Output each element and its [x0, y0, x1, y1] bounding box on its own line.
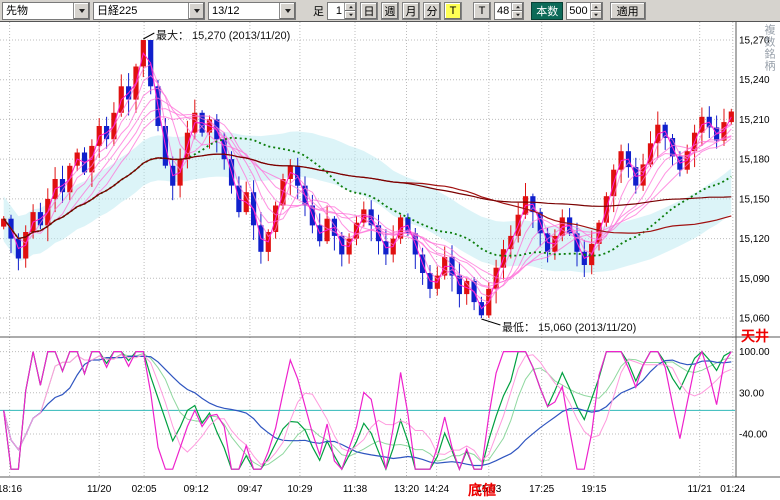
- period-month-button[interactable]: 月: [402, 1, 420, 20]
- svg-text:13:20: 13:20: [394, 484, 419, 495]
- spinner-down-icon[interactable]: [590, 10, 602, 19]
- svg-text:-40.00: -40.00: [739, 430, 768, 441]
- tick-toggle-button[interactable]: T: [444, 1, 462, 20]
- spinner-up-icon[interactable]: [512, 2, 524, 11]
- toolbar: 先物 日経225 13/12 足 1 日 週 月 分 T T 48 本数 500: [0, 0, 780, 22]
- svg-text:10:29: 10:29: [287, 484, 312, 495]
- chevron-down-icon[interactable]: [73, 2, 89, 19]
- svg-text:100.00: 100.00: [739, 347, 770, 358]
- pane-separators: [0, 22, 780, 478]
- svg-text:15,090: 15,090: [739, 274, 770, 285]
- interval-spinner[interactable]: 1: [327, 1, 357, 20]
- svg-text:19:15: 19:15: [581, 484, 606, 495]
- period-minute-button[interactable]: 分: [423, 1, 441, 20]
- svg-text:01:24: 01:24: [720, 484, 745, 495]
- spinner-down-icon[interactable]: [345, 10, 356, 19]
- chart-area[interactable]: 15,270 15,240 15,210 15,180 15,150 15,120 15,0…: [0, 22, 780, 500]
- tick-param-button[interactable]: T: [473, 1, 491, 20]
- spinner-down-icon[interactable]: [512, 10, 524, 19]
- max-price-annotation: 最大： 15,270 (2013/11/20): [156, 30, 291, 42]
- ceiling-annotation: 天井: [741, 328, 769, 344]
- svg-text:15,120: 15,120: [739, 234, 770, 245]
- svg-text:09:12: 09:12: [184, 484, 209, 495]
- price-axis-labels: 15,270 15,240 15,210 15,180 15,150 15,120 15,0…: [739, 36, 770, 325]
- svg-text:14:24: 14:24: [424, 484, 449, 495]
- time-axis-labels: 18:16 11/20 02:05 09:12 09:47 10:29 11:38 13:20…: [0, 484, 746, 495]
- annotation-leader-lines: [143, 32, 501, 326]
- svg-text:09:47: 09:47: [237, 484, 262, 495]
- tick-count-value: 48: [497, 4, 510, 17]
- oscillator-axis-labels: 100.00 30.00 -40.00: [739, 347, 770, 440]
- interval-value: 1: [335, 4, 342, 17]
- period-week-button[interactable]: 週: [381, 1, 399, 20]
- bottom-annotation: 底値: [468, 482, 496, 498]
- svg-text:15,270: 15,270: [739, 36, 770, 47]
- svg-text:15,180: 15,180: [739, 155, 770, 166]
- svg-text:30.00: 30.00: [739, 388, 764, 399]
- spinner-up-icon[interactable]: [345, 2, 356, 11]
- svg-text:17:25: 17:25: [529, 484, 554, 495]
- oscillator-lines: [3, 349, 732, 472]
- grid-layer: [0, 22, 735, 477]
- tick-count-spinner[interactable]: 48: [494, 1, 525, 20]
- ma-ribbon: [3, 52, 732, 310]
- svg-text:15,060: 15,060: [739, 314, 770, 325]
- svg-text:02:05: 02:05: [132, 484, 157, 495]
- contract-month-value: 13/12: [212, 4, 240, 17]
- symbol-select[interactable]: 日経225: [93, 1, 205, 20]
- chevron-down-icon[interactable]: [188, 2, 204, 19]
- instrument-type-value: 先物: [6, 4, 28, 17]
- svg-text:11/21: 11/21: [688, 484, 713, 495]
- apply-button[interactable]: 適用: [609, 1, 646, 20]
- instrument-type-select[interactable]: 先物: [2, 1, 90, 20]
- svg-text:15:03: 15:03: [476, 484, 501, 495]
- chevron-down-icon[interactable]: [279, 2, 295, 19]
- multi-symbol-tab[interactable]: 複数銘柄: [763, 24, 775, 72]
- bar-type-label: 足: [313, 5, 324, 18]
- price-chart-canvas: 15,270 15,240 15,210 15,180 15,150 15,120 15,0…: [0, 22, 780, 500]
- bars-count-value: 500: [569, 4, 588, 17]
- svg-text:15,210: 15,210: [739, 115, 770, 126]
- svg-text:18:16: 18:16: [0, 484, 23, 495]
- svg-text:11/20: 11/20: [87, 484, 112, 495]
- ma-long-2: [3, 153, 732, 240]
- svg-text:11:38: 11:38: [343, 484, 368, 495]
- svg-text:15,150: 15,150: [739, 194, 770, 205]
- symbol-value: 日経225: [97, 4, 138, 17]
- min-price-annotation: 最低： 15,060 (2013/11/20): [502, 322, 637, 334]
- bars-count-spinner[interactable]: 500: [566, 1, 603, 20]
- bars-count-label[interactable]: 本数: [531, 1, 564, 20]
- contract-month-select[interactable]: 13/12: [208, 1, 296, 20]
- spinner-up-icon[interactable]: [590, 2, 602, 11]
- svg-text:15,240: 15,240: [739, 75, 770, 86]
- period-day-button[interactable]: 日: [360, 1, 378, 20]
